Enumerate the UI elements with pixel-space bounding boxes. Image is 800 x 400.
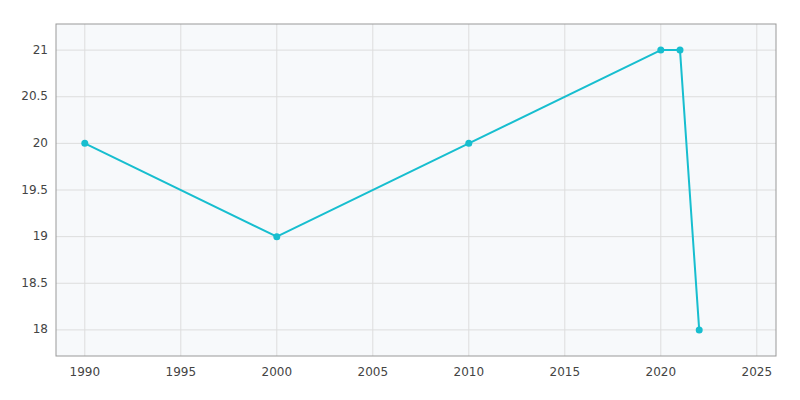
x-grid-line — [84, 24, 85, 356]
data-group — [81, 47, 702, 334]
grid — [56, 24, 776, 356]
x-grid-line — [564, 24, 565, 356]
point — [273, 233, 280, 240]
x-tick-label: 2015 — [550, 365, 581, 379]
y-tick-label: 18 — [33, 322, 48, 336]
x-tick-label: 2025 — [742, 365, 773, 379]
x-tick-label: 2020 — [646, 365, 677, 379]
y-tick-label: 20 — [33, 136, 48, 150]
x-tick-label: 1990 — [70, 365, 101, 379]
y-grid-line — [56, 190, 776, 191]
x-grid-line — [756, 24, 757, 356]
point — [677, 47, 684, 54]
y-grid-line — [56, 236, 776, 237]
y-grid-line — [56, 283, 776, 284]
y-grid-line — [56, 143, 776, 144]
point — [657, 47, 664, 54]
point — [81, 140, 88, 147]
y-tick-label: 20.5 — [21, 89, 48, 103]
x-tick-label: 2005 — [358, 365, 389, 379]
y-tick-label: 21 — [33, 43, 48, 57]
line — [85, 50, 699, 330]
tick-labels: 18 18.5 19 19.5 20 20.5 21 1990 1995 2000 2005 2010… — [21, 43, 772, 379]
x-grid-line — [660, 24, 661, 356]
point — [465, 140, 472, 147]
x-tick-label: 1995 — [166, 365, 197, 379]
x-tick-label: 2010 — [454, 365, 485, 379]
y-tick-label: 19 — [33, 229, 48, 243]
chart-svg: 18 18.5 19 19.5 20 20.5 21 1990 1995 2000 2005 2010… — [0, 0, 800, 400]
y-tick-label: 18.5 — [21, 276, 48, 290]
plot-background — [56, 24, 776, 356]
x-tick-label: 2000 — [262, 365, 293, 379]
chart-container: 18 18.5 19 19.5 20 20.5 21 1990 1995 2000 2005 2010… — [0, 0, 800, 400]
y-grid-line — [56, 96, 776, 97]
plot-frame — [56, 24, 776, 356]
x-grid-line — [276, 24, 277, 356]
y-tick-label: 19.5 — [21, 183, 48, 197]
y-grid-line — [56, 329, 776, 330]
point — [696, 326, 703, 333]
x-grid-line — [468, 24, 469, 356]
